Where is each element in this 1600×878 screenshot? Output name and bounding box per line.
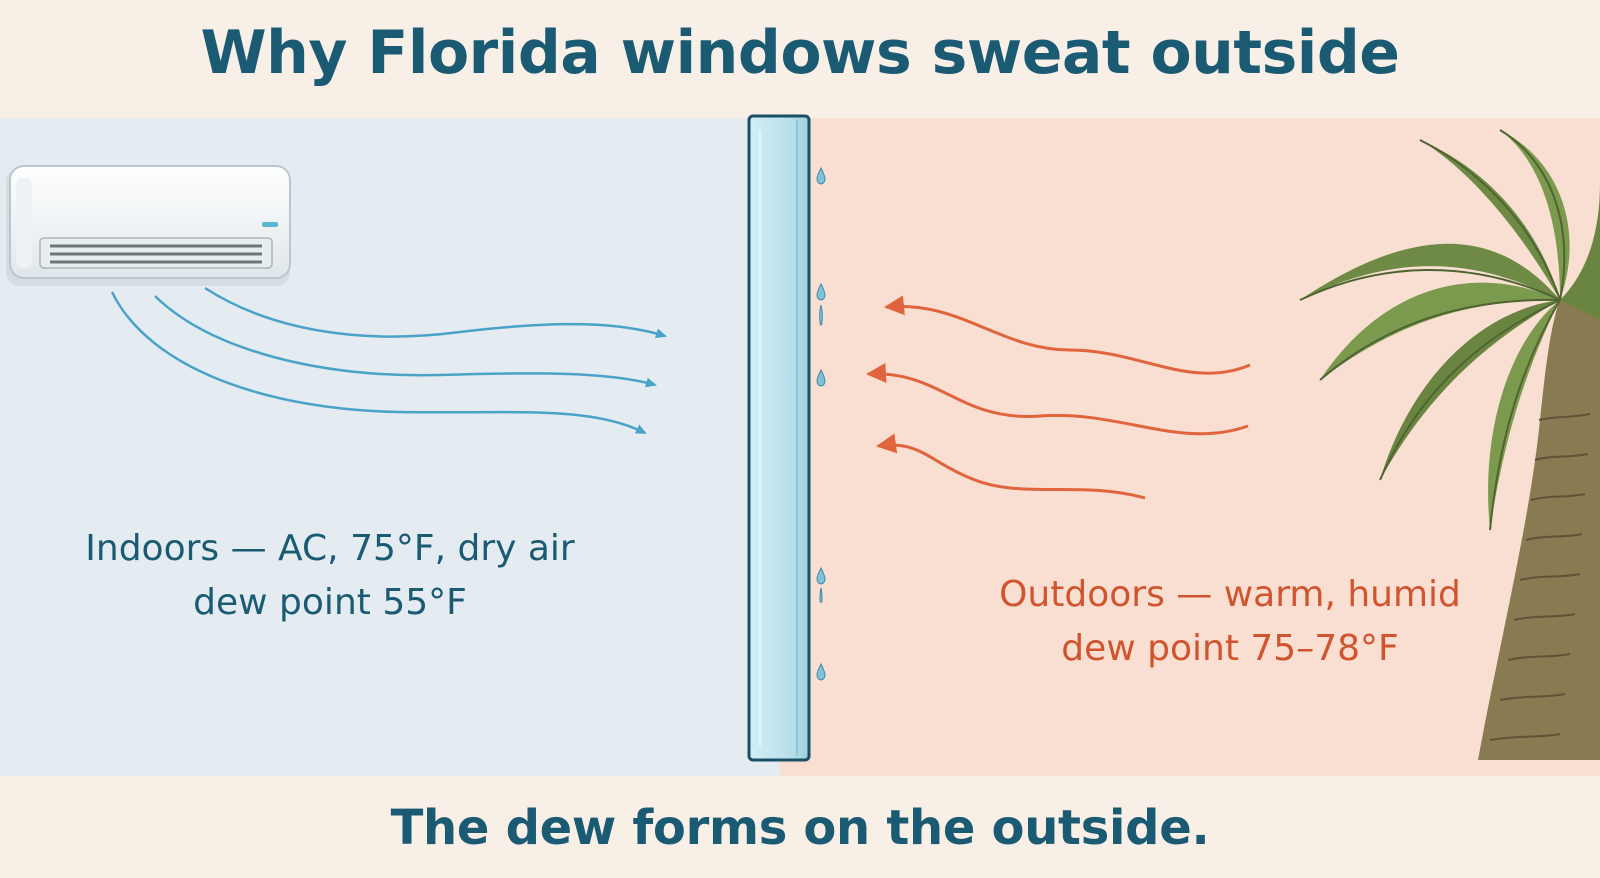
caption: The dew forms on the outside. <box>390 800 1210 856</box>
cool-airflow-arrow <box>154 295 657 388</box>
outdoor-dew-point: dew point 75–78°F <box>1061 628 1399 669</box>
page-title: Why Florida windows sweat outside <box>200 18 1401 88</box>
warm-airflow-arrow <box>884 295 1251 375</box>
outdoor-conditions-label: Outdoors — warm, humid dew point 75–78°F <box>960 568 1500 676</box>
outdoor-conditions-line: Outdoors — warm, humid <box>999 574 1461 615</box>
warm-airflow-arrows <box>866 295 1251 500</box>
cool-airflow-arrow <box>110 291 647 435</box>
cool-airflow-arrow <box>204 286 667 339</box>
condensation-droplets <box>816 166 826 681</box>
indoor-conditions-label: Indoors — AC, 75°F, dry air dew point 55… <box>60 522 600 630</box>
water-droplet-icon <box>816 166 826 185</box>
cool-airflow-arrows <box>110 286 667 435</box>
indoor-dew-point: dew point 55°F <box>193 582 467 623</box>
water-droplet-icon <box>819 304 823 326</box>
water-droplet-icon <box>816 368 826 387</box>
water-droplet-icon <box>816 566 826 585</box>
warm-airflow-arrow <box>876 433 1146 500</box>
water-droplet-icon <box>819 587 823 603</box>
outdoor-panel <box>780 118 1600 776</box>
indoor-conditions-line: Indoors — AC, 75°F, dry air <box>85 528 575 569</box>
palm-tree-icon <box>1299 129 1600 760</box>
window-glass-icon <box>747 114 811 762</box>
water-droplet-icon <box>816 662 826 681</box>
water-droplet-icon <box>816 282 826 301</box>
warm-airflow-arrow <box>866 363 1249 436</box>
air-conditioner-icon <box>6 165 291 286</box>
